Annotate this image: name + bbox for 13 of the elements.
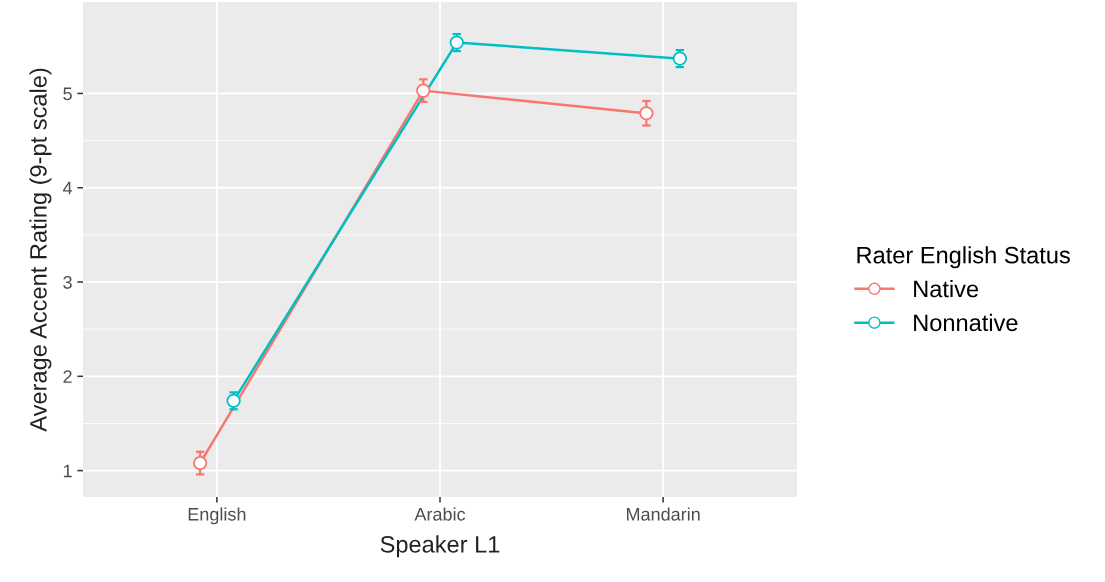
legend-title: Rater English Status	[857, 246, 1070, 269]
x-tick-label: Mandarin	[626, 507, 700, 521]
legend-label: Native	[914, 279, 979, 298]
y-tick-label: 3	[63, 275, 72, 289]
y-tick-label: 5	[63, 87, 72, 101]
x-tick-label: English	[188, 507, 246, 525]
y-tick-label: 2	[63, 370, 72, 383]
y-tick-label: 1	[63, 464, 72, 478]
x-tick-label: Arabic	[414, 507, 466, 521]
x-axis-title: Speaker L1	[380, 535, 500, 558]
y-axis-title: Average Accent Rating (9-pt scale)	[29, 68, 52, 432]
legend-label: Nonnative	[914, 313, 1018, 332]
y-tick-label: 4	[62, 181, 73, 195]
